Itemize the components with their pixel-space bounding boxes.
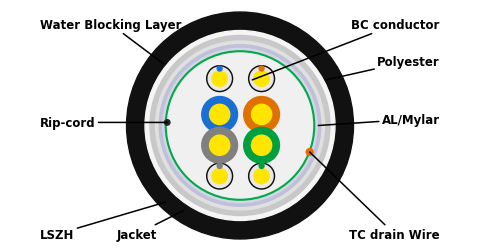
Circle shape xyxy=(212,72,228,87)
Circle shape xyxy=(244,128,279,164)
Text: BC conductor: BC conductor xyxy=(252,19,440,81)
Text: Polyester: Polyester xyxy=(326,56,440,81)
Circle shape xyxy=(165,120,170,126)
Text: LSZH: LSZH xyxy=(40,202,166,241)
Circle shape xyxy=(202,97,238,133)
Text: Water Blocking Layer: Water Blocking Layer xyxy=(40,19,182,65)
Circle shape xyxy=(168,54,312,198)
Circle shape xyxy=(250,68,273,91)
Text: Jacket: Jacket xyxy=(117,211,183,241)
Circle shape xyxy=(254,72,269,87)
Circle shape xyxy=(210,136,230,156)
Text: Rip-cord: Rip-cord xyxy=(40,116,167,130)
Circle shape xyxy=(159,46,321,206)
Circle shape xyxy=(259,67,264,72)
Circle shape xyxy=(150,36,330,216)
Circle shape xyxy=(252,105,272,125)
Circle shape xyxy=(250,165,273,188)
Circle shape xyxy=(208,68,231,91)
Circle shape xyxy=(217,67,222,72)
Circle shape xyxy=(306,149,313,156)
Circle shape xyxy=(207,67,233,92)
Circle shape xyxy=(259,164,264,169)
Circle shape xyxy=(166,52,314,200)
Circle shape xyxy=(244,97,279,133)
Circle shape xyxy=(156,42,324,210)
Circle shape xyxy=(145,32,335,220)
Circle shape xyxy=(208,165,231,188)
Circle shape xyxy=(127,13,353,239)
Circle shape xyxy=(212,169,228,184)
Circle shape xyxy=(249,67,275,92)
Text: AL/Mylar: AL/Mylar xyxy=(318,113,440,126)
Circle shape xyxy=(207,164,233,189)
Circle shape xyxy=(249,164,275,189)
Text: TC drain Wire: TC drain Wire xyxy=(310,152,440,241)
Circle shape xyxy=(254,169,269,184)
Circle shape xyxy=(202,128,238,164)
Circle shape xyxy=(210,105,230,125)
Circle shape xyxy=(252,136,272,156)
Circle shape xyxy=(163,49,317,203)
Circle shape xyxy=(217,164,222,169)
